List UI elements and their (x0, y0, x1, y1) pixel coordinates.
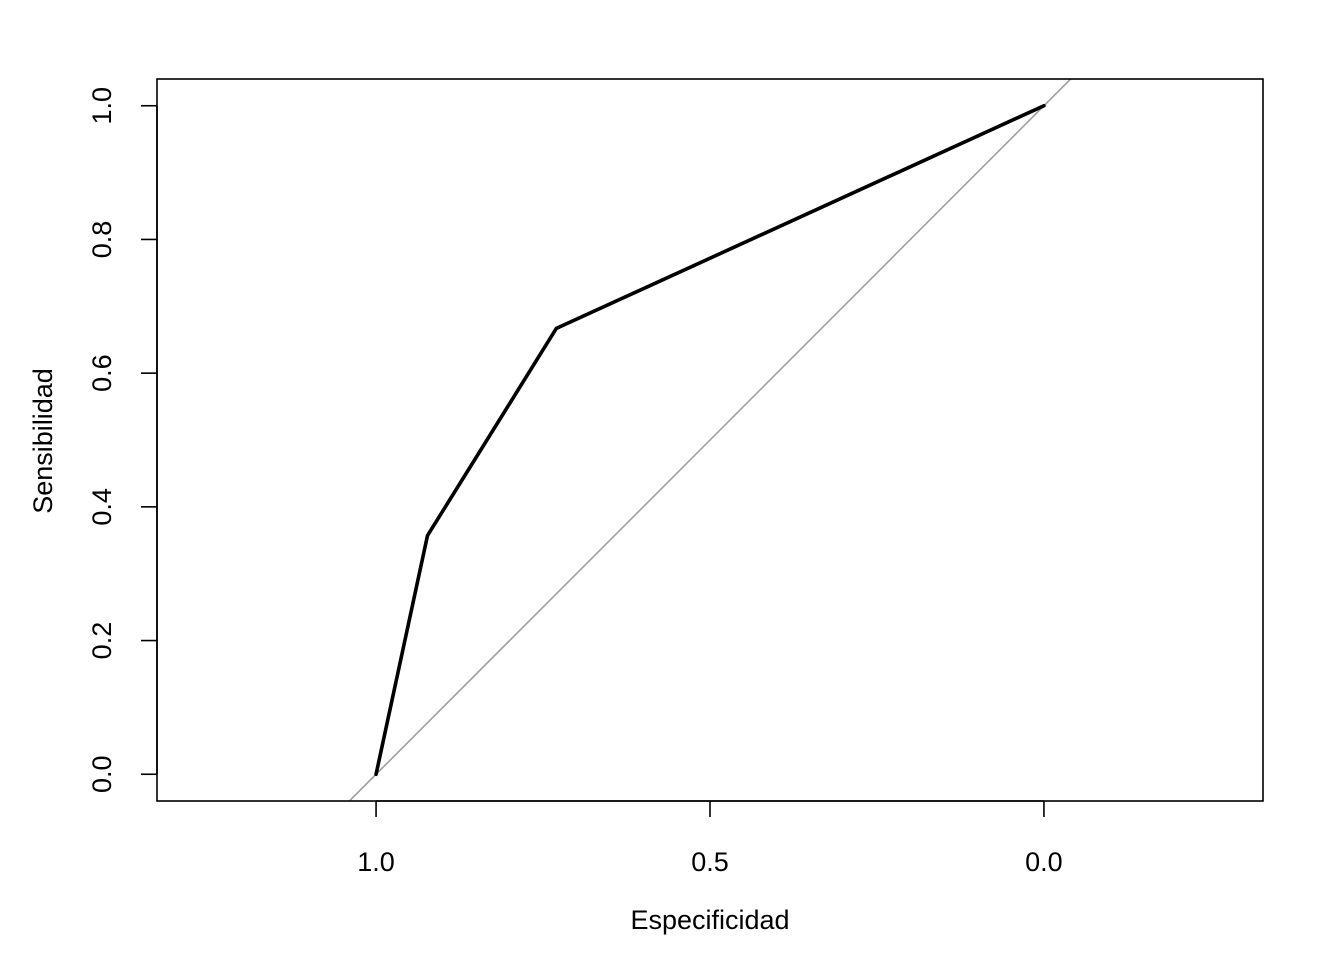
x-tick-label: 0.0 (1025, 847, 1063, 877)
y-axis-title: Sensibilidad (28, 368, 58, 514)
y-tick-label: 1.0 (87, 87, 117, 125)
x-tick-label: 0.5 (691, 847, 729, 877)
y-tick-label: 0.4 (87, 488, 117, 526)
x-tick-label: 1.0 (357, 847, 395, 877)
y-tick-label: 0.0 (87, 755, 117, 793)
x-axis: 1.0 0.5 0.0 (357, 800, 1063, 877)
x-axis-title: Especificidad (630, 905, 789, 935)
y-axis: 0.0 0.2 0.4 0.6 0.8 1.0 (87, 87, 158, 793)
roc-curve-line (374, 103, 1046, 777)
reference-diagonal-line (348, 78, 1072, 802)
y-tick-label: 0.2 (87, 622, 117, 660)
y-tick-label: 0.8 (87, 221, 117, 259)
y-tick-label: 0.6 (87, 354, 117, 392)
plot-frame (156, 78, 1264, 802)
